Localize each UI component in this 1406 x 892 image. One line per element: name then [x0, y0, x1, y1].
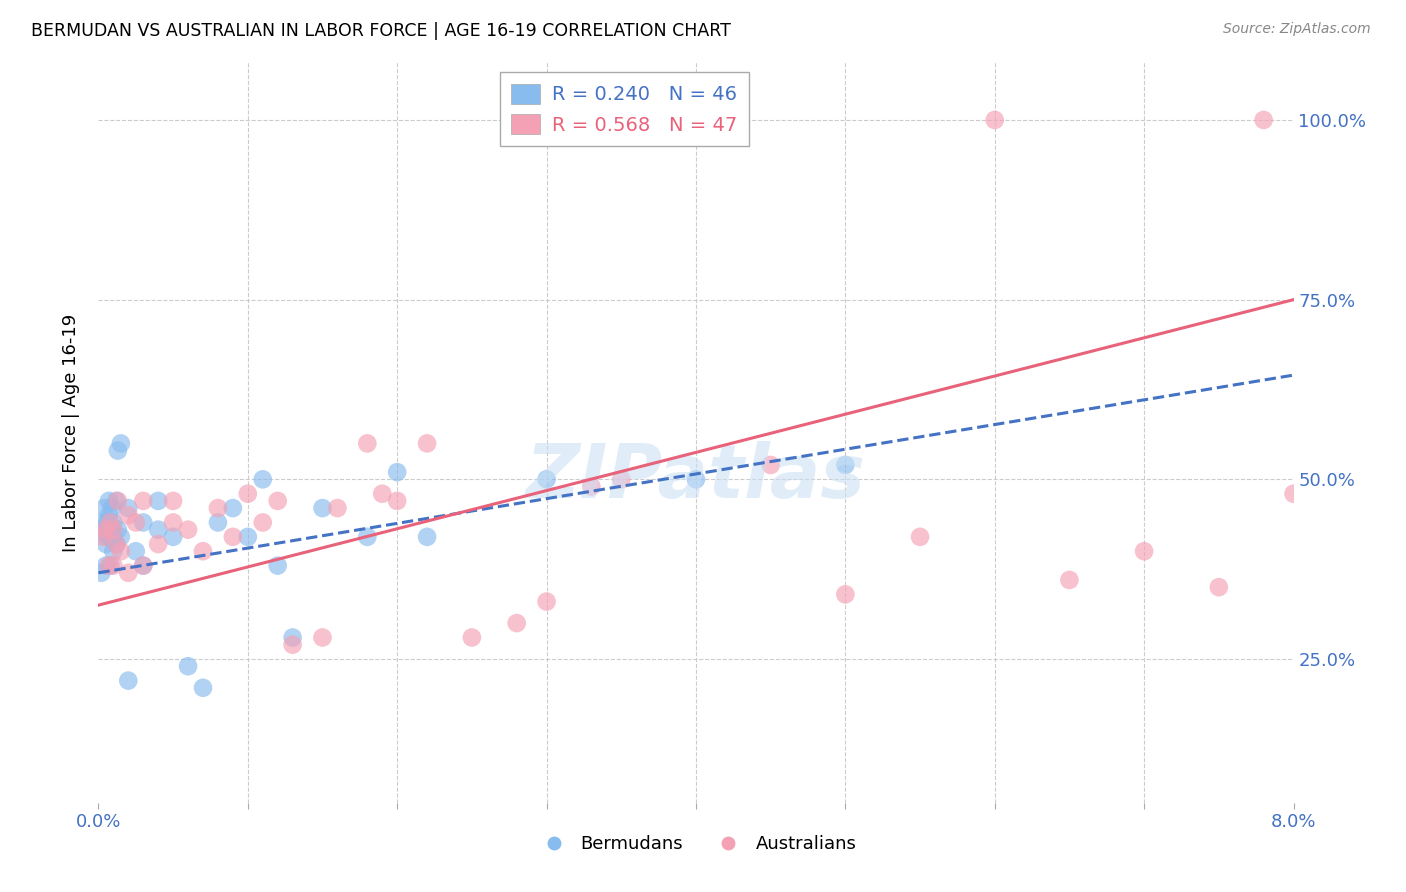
Text: Source: ZipAtlas.com: Source: ZipAtlas.com: [1223, 22, 1371, 37]
Point: [252, 516, 274, 530]
Point: [207, 501, 229, 516]
Point: [685, 112, 707, 127]
Point: [117, 673, 139, 688]
Point: [117, 501, 139, 516]
Legend: Bermudans, Australians: Bermudans, Australians: [529, 828, 863, 861]
Point: [96, 516, 118, 530]
Point: [148, 523, 170, 537]
Point: [107, 523, 129, 537]
Point: [105, 537, 128, 551]
Point: [191, 544, 214, 558]
Point: [1282, 486, 1305, 500]
Point: [132, 558, 155, 573]
Point: [97, 558, 120, 573]
Point: [655, 112, 678, 127]
Point: [97, 494, 120, 508]
Point: [162, 516, 184, 530]
Point: [162, 530, 184, 544]
Y-axis label: In Labor Force | Age 16-19: In Labor Force | Age 16-19: [62, 313, 80, 552]
Point: [117, 508, 139, 523]
Point: [93, 516, 115, 530]
Point: [107, 443, 129, 458]
Point: [685, 472, 707, 486]
Point: [117, 566, 139, 580]
Point: [506, 616, 529, 631]
Point: [132, 494, 155, 508]
Point: [103, 516, 125, 530]
Text: BERMUDAN VS AUSTRALIAN IN LABOR FORCE | AGE 16-19 CORRELATION CHART: BERMUDAN VS AUSTRALIAN IN LABOR FORCE | …: [31, 22, 731, 40]
Point: [610, 472, 633, 486]
Point: [105, 494, 128, 508]
Point: [98, 516, 122, 530]
Point: [98, 530, 122, 544]
Point: [207, 516, 229, 530]
Point: [177, 659, 200, 673]
Point: [103, 530, 125, 544]
Point: [1208, 580, 1230, 594]
Point: [416, 530, 439, 544]
Point: [536, 472, 558, 486]
Point: [252, 472, 274, 486]
Point: [834, 458, 856, 472]
Point: [91, 530, 114, 544]
Point: [356, 436, 378, 450]
Point: [908, 530, 931, 544]
Point: [98, 558, 122, 573]
Text: ZIPatlas: ZIPatlas: [526, 441, 866, 514]
Point: [461, 631, 484, 645]
Point: [311, 631, 333, 645]
Point: [93, 501, 115, 516]
Point: [834, 587, 856, 601]
Point: [97, 508, 120, 523]
Point: [132, 516, 155, 530]
Point: [1253, 112, 1275, 127]
Point: [311, 501, 333, 516]
Point: [385, 494, 409, 508]
Point: [103, 523, 125, 537]
Point: [105, 537, 128, 551]
Point: [110, 436, 132, 450]
Point: [581, 479, 603, 493]
Point: [90, 566, 112, 580]
Point: [94, 523, 117, 537]
Point: [222, 501, 245, 516]
Point: [385, 465, 409, 479]
Point: [984, 112, 1007, 127]
Point: [267, 494, 290, 508]
Point: [281, 638, 304, 652]
Point: [101, 523, 124, 537]
Point: [281, 631, 304, 645]
Point: [356, 530, 378, 544]
Point: [132, 558, 155, 573]
Point: [107, 494, 129, 508]
Point: [177, 523, 200, 537]
Point: [1133, 544, 1156, 558]
Point: [148, 537, 170, 551]
Point: [110, 544, 132, 558]
Point: [94, 537, 117, 551]
Point: [96, 530, 118, 544]
Point: [162, 494, 184, 508]
Point: [103, 558, 125, 573]
Point: [759, 458, 782, 472]
Point: [110, 530, 132, 544]
Point: [371, 486, 394, 500]
Point: [191, 681, 214, 695]
Point: [1059, 573, 1081, 587]
Point: [103, 544, 125, 558]
Point: [94, 558, 117, 573]
Point: [536, 594, 558, 608]
Point: [222, 530, 245, 544]
Point: [125, 516, 148, 530]
Point: [267, 558, 290, 573]
Point: [91, 523, 114, 537]
Point: [416, 436, 439, 450]
Point: [236, 530, 259, 544]
Point: [125, 544, 148, 558]
Point: [101, 501, 124, 516]
Point: [326, 501, 349, 516]
Point: [148, 494, 170, 508]
Point: [236, 486, 259, 500]
